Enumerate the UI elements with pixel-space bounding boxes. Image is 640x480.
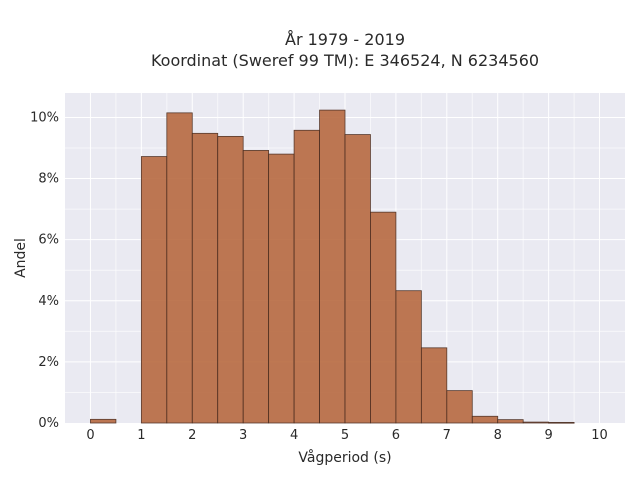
histogram-bar <box>268 153 295 424</box>
x-tick-label: 7 <box>443 428 451 443</box>
chart-title-line-1: År 1979 - 2019 <box>285 30 405 49</box>
histogram-bar <box>344 134 371 424</box>
chart-title-line-2: Koordinat (Sweref 99 TM): E 346524, N 62… <box>151 51 539 70</box>
histogram-bar <box>293 129 320 424</box>
histogram-bar <box>140 156 168 424</box>
x-tick-label: 9 <box>544 428 552 443</box>
histogram-bars <box>90 109 575 424</box>
histogram-bar <box>446 390 473 424</box>
y-tick-label: 2% <box>38 355 59 370</box>
y-tick-label: 4% <box>38 294 59 309</box>
x-tick-labels: 0 1 2 3 4 5 6 7 8 9 10 <box>86 428 608 443</box>
histogram-bar <box>319 109 346 424</box>
y-tick-label: 10% <box>30 110 59 125</box>
histogram-bar <box>166 112 193 424</box>
x-tick-label: 5 <box>341 428 349 443</box>
x-axis-label: Vågperiod (s) <box>298 449 391 466</box>
x-tick-label: 8 <box>494 428 502 443</box>
histogram-bar <box>395 290 422 424</box>
histogram-bar <box>471 415 499 424</box>
x-tick-label: 6 <box>392 428 400 443</box>
y-tick-labels: 0% 2% 4% 6% 8% 10% <box>30 110 59 431</box>
y-tick-label: 0% <box>38 416 59 431</box>
histogram-bar <box>90 418 117 424</box>
x-tick-label: 10 <box>591 428 608 443</box>
histogram-bar <box>522 421 550 424</box>
y-tick-label: 8% <box>38 172 59 187</box>
histogram-bar <box>191 132 219 424</box>
x-tick-label: 0 <box>86 428 94 443</box>
x-tick-label: 4 <box>290 428 298 443</box>
histogram-bar <box>420 347 448 424</box>
histogram-bar <box>217 135 244 424</box>
x-tick-label: 2 <box>188 428 196 443</box>
histogram-bar <box>242 150 270 424</box>
y-axis-label: Andel <box>13 238 29 278</box>
histogram-bar <box>497 419 524 424</box>
x-tick-label: 1 <box>137 428 145 443</box>
x-tick-label: 3 <box>239 428 247 443</box>
y-tick-label: 6% <box>38 233 59 248</box>
histogram-bar <box>370 211 397 424</box>
histogram-bar <box>548 421 575 424</box>
